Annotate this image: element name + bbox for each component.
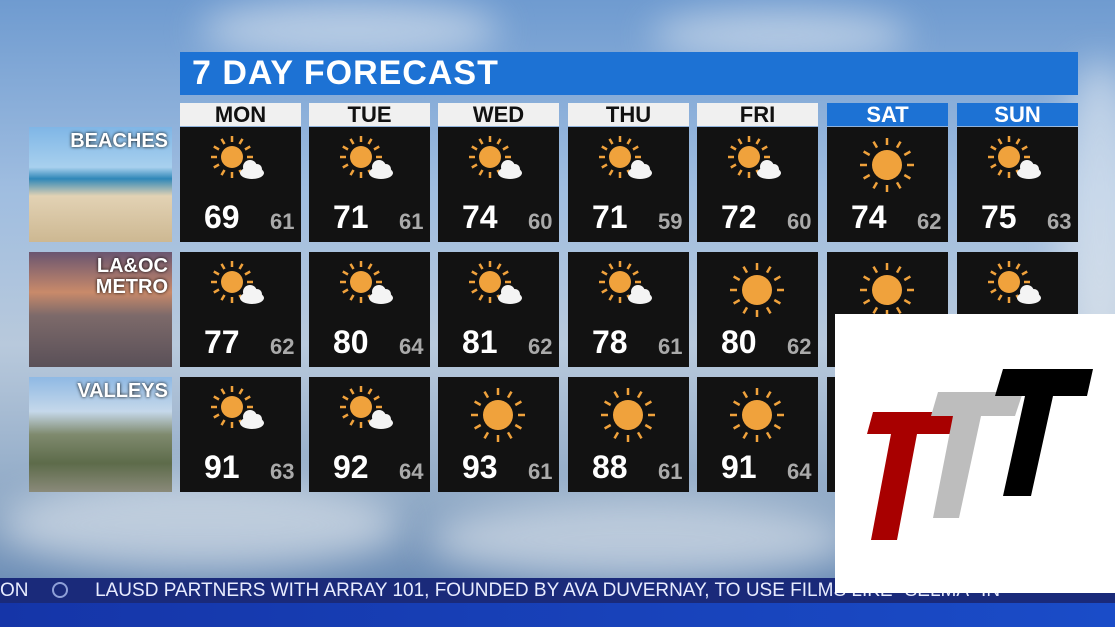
sunny-icon xyxy=(601,388,655,442)
low-temp: 61 xyxy=(658,334,683,359)
low-temp: 61 xyxy=(399,209,424,234)
partly-sunny-icon xyxy=(469,261,522,304)
ticker-base-bar xyxy=(0,603,1115,627)
low-temp: 62 xyxy=(528,334,553,359)
low-temp: 61 xyxy=(528,459,553,484)
day-header-wed: WED xyxy=(438,103,559,126)
region-image-2: VALLEYS xyxy=(29,377,172,492)
partly-sunny-icon xyxy=(988,136,1041,179)
day-header-fri: FRI xyxy=(697,103,818,126)
low-temp: 64 xyxy=(399,459,424,484)
partly-sunny-icon xyxy=(469,136,522,179)
low-temp: 63 xyxy=(270,459,295,484)
partly-sunny-icon xyxy=(211,386,264,429)
region-label: VALLEYS xyxy=(77,380,168,402)
forecast-cell: 71 59 xyxy=(568,127,689,242)
high-temp: 74 xyxy=(851,199,887,235)
forecast-cell: 69 61 xyxy=(180,127,301,242)
high-temp: 91 xyxy=(721,449,757,485)
day-header-thu: THU xyxy=(568,103,689,126)
partly-sunny-icon xyxy=(599,136,652,179)
high-temp: 80 xyxy=(333,324,369,360)
low-temp: 61 xyxy=(270,209,295,234)
day-header-sun: SUN xyxy=(957,103,1078,126)
region-image-1: LA&OC METRO xyxy=(29,252,172,367)
high-temp: 93 xyxy=(462,449,498,485)
region-label: BEACHES xyxy=(70,130,168,152)
forecast-cell: 77 62 xyxy=(180,252,301,367)
forecast-cell: 88 61 xyxy=(568,377,689,492)
partly-sunny-icon xyxy=(599,261,652,304)
high-temp: 91 xyxy=(204,449,240,485)
ticker-headline: LAUSD PARTNERS WITH ARRAY 101, FOUNDED B… xyxy=(95,580,1001,601)
high-temp: 75 xyxy=(981,199,1017,235)
forecast-cell: 74 60 xyxy=(438,127,559,242)
low-temp: 64 xyxy=(399,334,424,359)
high-temp: 92 xyxy=(333,449,369,485)
high-temp: 80 xyxy=(721,324,757,360)
high-temp: 69 xyxy=(204,199,240,235)
sunny-icon xyxy=(730,388,784,442)
partly-sunny-icon xyxy=(988,261,1041,304)
partly-sunny-icon xyxy=(728,136,781,179)
ticker-lead: ON xyxy=(0,580,29,601)
low-temp: 61 xyxy=(658,459,683,484)
forecast-cell: 92 64 xyxy=(309,377,430,492)
partly-sunny-icon xyxy=(340,386,393,429)
forecast-cell: 91 64 xyxy=(697,377,818,492)
low-temp: 62 xyxy=(270,334,295,359)
low-temp: 59 xyxy=(658,209,683,234)
low-temp: 63 xyxy=(1047,209,1072,234)
high-temp: 88 xyxy=(592,449,628,485)
forecast-cell: 71 61 xyxy=(309,127,430,242)
region-image-0: BEACHES xyxy=(29,127,172,242)
high-temp: 81 xyxy=(462,324,498,360)
forecast-title: 7 DAY FORECAST xyxy=(180,52,1078,95)
partly-sunny-icon xyxy=(340,261,393,304)
high-temp: 71 xyxy=(333,199,369,235)
partly-sunny-icon xyxy=(340,136,393,179)
forecast-cell: 93 61 xyxy=(438,377,559,492)
cbs-eye-icon xyxy=(51,582,68,598)
day-header-mon: MON xyxy=(180,103,301,126)
low-temp: 62 xyxy=(787,334,812,359)
sunny-icon xyxy=(730,263,784,317)
forecast-cell: 72 60 xyxy=(697,127,818,242)
ttt-logo xyxy=(835,314,1115,593)
high-temp: 74 xyxy=(462,199,498,235)
low-temp: 64 xyxy=(787,459,812,484)
day-header-sat: SAT xyxy=(827,103,948,126)
sunny-icon xyxy=(860,263,914,317)
forecast-cell: 91 63 xyxy=(180,377,301,492)
high-temp: 71 xyxy=(592,199,628,235)
forecast-cell: 78 61 xyxy=(568,252,689,367)
day-header-tue: TUE xyxy=(309,103,430,126)
region-label: LA&OC METRO xyxy=(95,255,168,298)
high-temp: 72 xyxy=(721,199,757,235)
forecast-cell: 74 62 xyxy=(827,127,948,242)
sunny-icon xyxy=(860,138,914,192)
partly-sunny-icon xyxy=(211,136,264,179)
high-temp: 78 xyxy=(592,324,628,360)
forecast-cell: 75 63 xyxy=(957,127,1078,242)
forecast-cell: 80 64 xyxy=(309,252,430,367)
high-temp: 77 xyxy=(204,324,240,360)
low-temp: 62 xyxy=(917,209,942,234)
low-temp: 60 xyxy=(787,209,812,234)
low-temp: 60 xyxy=(528,209,553,234)
forecast-cell: 80 62 xyxy=(697,252,818,367)
sunny-icon xyxy=(471,388,525,442)
partly-sunny-icon xyxy=(211,261,264,304)
forecast-cell: 81 62 xyxy=(438,252,559,367)
